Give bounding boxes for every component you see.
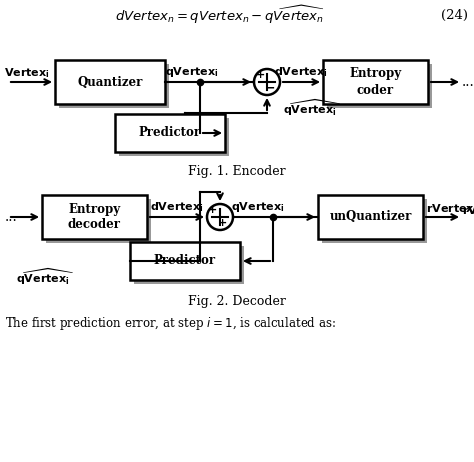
Text: $\mathbf{qVertex}_{\mathbf{i}}$: $\mathbf{qVertex}_{\mathbf{i}}$ (231, 200, 285, 214)
Text: $\mathbf{Vertex}_{\mathbf{i}}$: $\mathbf{Vertex}_{\mathbf{i}}$ (4, 66, 50, 80)
Text: ...: ... (462, 75, 474, 89)
Text: $\mathbf{rVertex}$: $\mathbf{rVertex}$ (426, 202, 474, 214)
Text: +: + (256, 70, 265, 80)
Text: Predictor: Predictor (139, 127, 201, 140)
Bar (323, 60, 428, 104)
Text: ...: ... (5, 210, 18, 224)
Text: Fig. 2. Decoder: Fig. 2. Decoder (188, 296, 286, 309)
Text: Entropy
decoder: Entropy decoder (68, 202, 121, 231)
Text: (24): (24) (441, 8, 468, 22)
Bar (55, 60, 165, 104)
Text: Fig. 1. Encoder: Fig. 1. Encoder (188, 165, 286, 178)
Circle shape (254, 69, 280, 95)
Bar (115, 114, 225, 152)
Bar (46, 199, 151, 243)
Circle shape (207, 204, 233, 230)
Text: $\mathbf{\widehat{qVertex}}_{\mathbf{i}}$: $\mathbf{\widehat{qVertex}}_{\mathbf{i}}… (16, 266, 74, 286)
Bar (318, 195, 423, 239)
Text: +: + (219, 218, 228, 228)
Text: −: − (265, 81, 275, 95)
Bar (119, 118, 229, 156)
Text: $\mathbf{dVertex}_{\mathbf{i}}$: $\mathbf{dVertex}_{\mathbf{i}}$ (150, 200, 204, 214)
Bar (59, 64, 169, 108)
Bar (134, 246, 244, 284)
Text: Predictor: Predictor (154, 255, 216, 267)
Text: $dVertex_n = qVertex_n - q\widehat{Vertex}_n$: $dVertex_n = qVertex_n - q\widehat{Verte… (115, 4, 325, 26)
Text: +: + (209, 205, 218, 215)
Text: Quantizer: Quantizer (77, 75, 143, 89)
Bar (42, 195, 147, 239)
Text: $\mathbf{qVertex}_{\mathbf{i}}$: $\mathbf{qVertex}_{\mathbf{i}}$ (165, 65, 219, 79)
Text: The first prediction error, at step $i = 1$, is calculated as:: The first prediction error, at step $i =… (5, 316, 336, 333)
Text: $\mathbf{\widehat{qVertex}}_{\mathbf{i}}$: $\mathbf{\widehat{qVertex}}_{\mathbf{i}}… (283, 97, 341, 117)
Bar (130, 242, 240, 280)
Bar (327, 64, 432, 108)
Text: $\mathbf{rVertex}_{\mathbf{}}$: $\mathbf{rVertex}_{\mathbf{}}$ (462, 205, 474, 215)
Text: $\mathbf{dVertex}_{\mathbf{i}}$: $\mathbf{dVertex}_{\mathbf{i}}$ (274, 65, 328, 79)
Text: unQuantizer: unQuantizer (329, 211, 412, 224)
Bar (322, 199, 427, 243)
Text: Entropy
coder: Entropy coder (349, 67, 401, 97)
